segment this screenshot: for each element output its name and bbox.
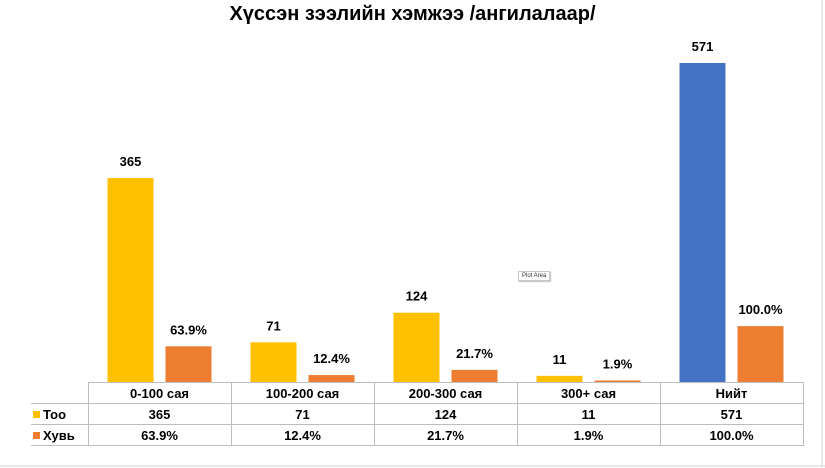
table-row-khuv: Хувь 63.9% 12.4% 21.7% 1.9% 100.0% [31,424,804,446]
data-label-too-4: 571 [692,39,714,54]
data-table: 0-100 сая 100-200 сая 200-300 сая 300+ с… [31,382,804,446]
table-cell: 124 [373,403,518,425]
bar-khuv-3 [594,380,641,382]
plot-area-tooltip: Plot Area [518,271,551,281]
bar-khuv-2 [451,369,498,382]
bar-too-3 [536,375,583,382]
legend-entry-khuv: Хувь [31,424,89,446]
table-cell: 12.4% [230,424,375,446]
data-label-too-3: 11 [553,352,567,367]
table-cell: 1.9% [516,424,661,446]
legend-label-too: Тоо [43,406,67,422]
table-header-cell: 300+ сая [516,382,661,404]
chart-title: Хүссэн зээлийн хэмжээ /ангилалаар/ [229,3,596,25]
bar-too-1 [250,342,297,382]
table-cell: 21.7% [373,424,518,446]
table-header-cell: Нийт [659,382,804,404]
bar-too-4 [679,63,726,382]
legend-entry-too: Тоо [31,403,89,425]
legend-key-too [33,410,40,418]
table-cell: 571 [659,403,804,425]
data-label-khuv-4: 100.0% [738,302,783,317]
data-label-khuv-0: 63.9% [170,322,207,337]
bar-too-2 [393,312,440,382]
table-header-cell: 0-100 сая [87,382,232,404]
legend-key-khuv [33,431,40,439]
bar-khuv-4 [737,326,784,382]
data-label-khuv-3: 1.9% [603,357,633,372]
legend-label-khuv: Хувь [43,427,75,443]
table-corner-cell [31,382,89,404]
table-header-cell: 200-300 сая [373,382,518,404]
data-label-too-2: 124 [406,289,428,304]
table-cell: 100.0% [659,424,804,446]
data-label-too-0: 365 [120,154,142,169]
table-header-cell: 100-200 сая [230,382,375,404]
bar-too-0 [107,178,154,382]
table-cell: 71 [230,403,375,425]
data-label-khuv-1: 12.4% [313,351,350,366]
bar-khuv-0 [165,346,212,382]
table-cell: 365 [87,403,232,425]
table-cell: 63.9% [87,424,232,446]
table-cell: 11 [516,403,661,425]
bar-khuv-1 [308,375,355,382]
table-row-too: Тоо 365 71 124 11 571 [31,403,804,425]
data-label-too-1: 71 [266,318,280,333]
data-label-khuv-2: 21.7% [456,346,493,361]
table-header-row: 0-100 сая 100-200 сая 200-300 сая 300+ с… [31,382,804,404]
